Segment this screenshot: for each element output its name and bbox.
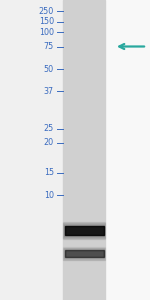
Text: 20: 20 [44,138,54,147]
Text: 150: 150 [39,17,54,26]
Bar [63,247,105,260]
Bar [64,225,104,236]
Bar [63,223,105,238]
Text: 37: 37 [44,87,54,96]
Text: 50: 50 [44,64,54,74]
Text: 15: 15 [44,168,54,177]
Bar [64,248,104,259]
Text: 75: 75 [44,42,54,51]
Bar [63,222,105,239]
Bar [64,224,104,237]
Text: 100: 100 [39,28,54,37]
Text: 250: 250 [39,7,54,16]
Text: 25: 25 [44,124,54,134]
Text: 10: 10 [44,190,54,200]
Bar [63,248,105,260]
Bar [63,0,105,300]
Bar [64,226,104,235]
Bar [64,250,104,257]
Bar [105,0,150,300]
Bar [64,249,104,258]
